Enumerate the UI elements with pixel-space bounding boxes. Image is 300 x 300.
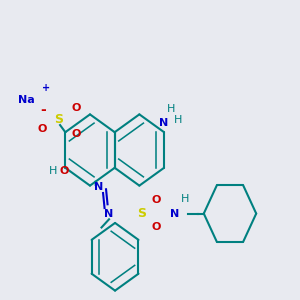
Text: O: O [152,222,161,232]
Text: S: S [54,113,63,126]
Text: H: H [167,104,175,114]
Text: N: N [104,209,114,219]
Text: O: O [72,129,81,140]
Text: H: H [181,194,189,204]
Text: Na: Na [18,94,35,105]
Text: -: - [41,103,46,117]
Text: N: N [159,118,168,128]
Text: N: N [170,208,179,219]
Text: +: + [42,83,50,93]
Text: O: O [152,195,161,206]
Text: S: S [137,207,146,220]
Text: O: O [72,103,81,113]
Text: O: O [38,124,47,134]
Text: H: H [49,167,57,176]
Text: O: O [60,167,69,176]
Text: H: H [174,115,182,125]
Text: N: N [94,182,103,192]
